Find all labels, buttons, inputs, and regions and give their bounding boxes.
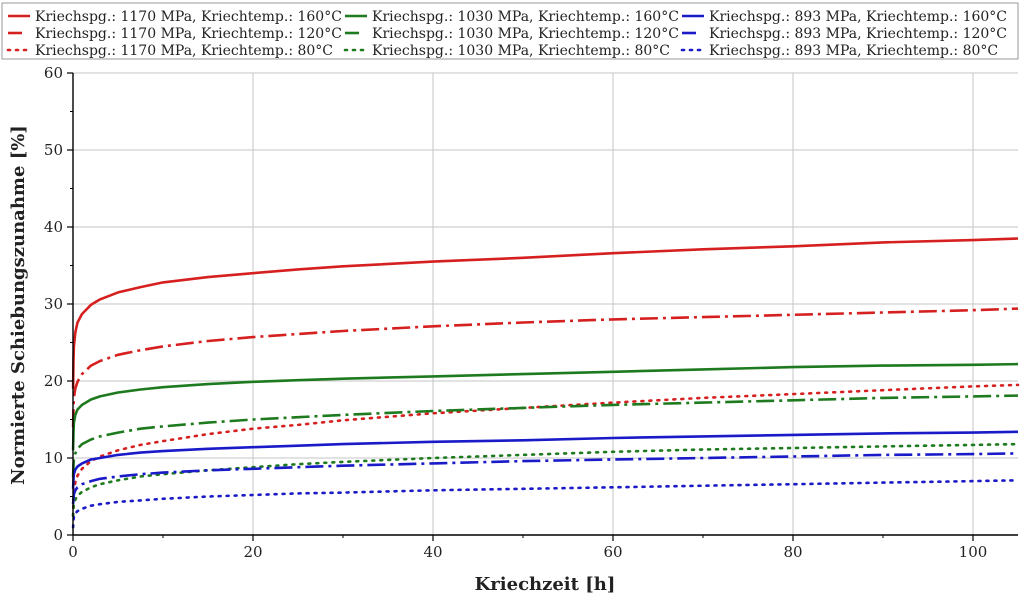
legend-label-8: Kriechspg.: 893 MPa, Kriechtemp.: 120°C [709, 26, 1007, 42]
series-line-5 [71, 394, 1019, 478]
x-tick-label: 60 [603, 543, 622, 561]
grid [73, 72, 1018, 535]
y-tick-label: 0 [53, 526, 63, 544]
y-tick-label: 30 [44, 295, 63, 313]
legend-label-1: Kriechspg.: 1170 MPa, Kriechtemp.: 160°C [35, 9, 342, 25]
legend-label-9: Kriechspg.: 893 MPa, Kriechtemp.: 80°C [709, 43, 998, 59]
legend-box [1, 2, 1019, 60]
y-tick-label: 10 [44, 449, 63, 467]
series-line-3 [71, 383, 1020, 518]
legend: Kriechspg.: 1170 MPa, Kriechtemp.: 160°C… [1, 2, 1019, 60]
series-line-4 [71, 362, 1019, 451]
x-tick-label: 40 [423, 543, 442, 561]
x-tick-label: 80 [783, 543, 802, 561]
y-tick-label: 50 [44, 141, 63, 159]
x-tick-label: 0 [68, 543, 78, 561]
series-line-6 [71, 442, 1020, 518]
legend-label-6: Kriechspg.: 1030 MPa, Kriechtemp.: 80°C [372, 43, 670, 59]
series-line-7 [71, 430, 1019, 489]
series-layer [71, 237, 1020, 529]
y-tick-label: 20 [44, 372, 63, 390]
series-line-1 [71, 237, 1019, 389]
series-line-2 [71, 307, 1019, 428]
legend-label-2: Kriechspg.: 1170 MPa, Kriechtemp.: 120°C [35, 26, 342, 42]
y-axis-label: Normierte Schiebungszunahme [%] [8, 125, 29, 485]
y-tick-label: 40 [44, 218, 63, 236]
series-line-8 [71, 452, 1019, 505]
x-tick-label: 20 [243, 543, 262, 561]
x-axis-label: Kriechzeit [h] [475, 574, 616, 595]
y-tick-label: 60 [44, 64, 63, 82]
series-line-9 [71, 478, 1020, 529]
ticks: 0 20 40 60 80 100 0 10 20 30 40 50 60 [44, 64, 987, 561]
legend-label-3: Kriechspg.: 1170 MPa, Kriechtemp.: 80°C [35, 43, 333, 59]
legend-label-7: Kriechspg.: 893 MPa, Kriechtemp.: 160°C [709, 9, 1007, 25]
legend-label-4: Kriechspg.: 1030 MPa, Kriechtemp.: 160°C [372, 9, 679, 25]
x-tick-label: 100 [959, 543, 988, 561]
legend-label-5: Kriechspg.: 1030 MPa, Kriechtemp.: 120°C [372, 26, 679, 42]
